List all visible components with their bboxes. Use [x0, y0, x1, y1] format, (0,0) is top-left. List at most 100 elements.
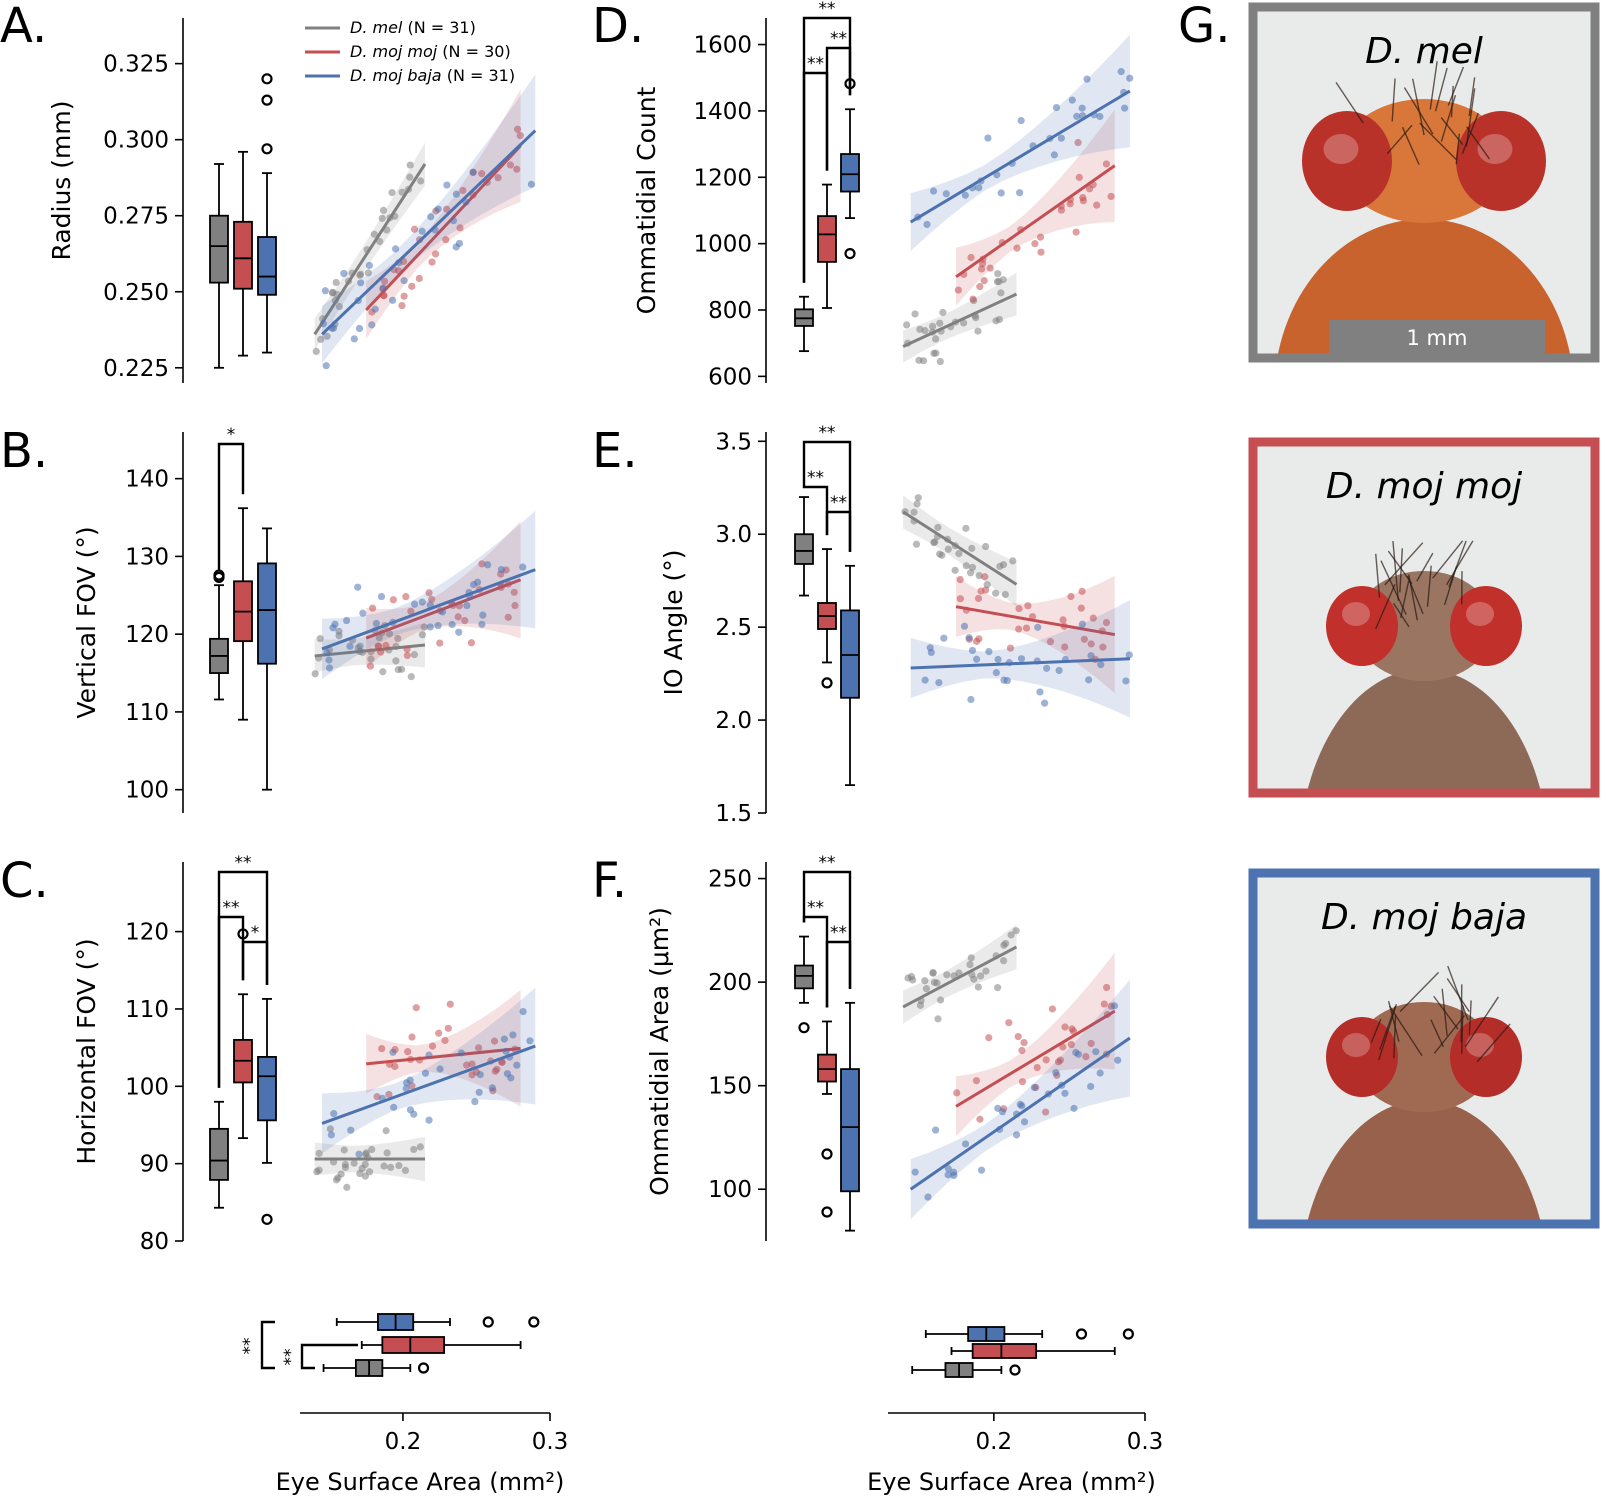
scatter-point-mel [340, 1146, 348, 1154]
box-mel [794, 533, 814, 565]
fly-eye-highlight [1466, 602, 1494, 626]
scatter-point-mojbaja [371, 305, 379, 313]
panel-letter: B. [0, 423, 48, 479]
scatter-point-mel [379, 668, 387, 676]
scatter-point-mojmoj [1048, 1005, 1057, 1013]
scatter-point-mel [999, 561, 1008, 569]
scatter-point-mojbaja [443, 181, 451, 189]
scatter-point-mel [312, 347, 320, 356]
scatter-point-mojmoj [382, 641, 390, 649]
scatter-point-mojbaja [330, 1110, 338, 1118]
scatter-point-mojbaja [389, 1048, 397, 1056]
scatter-point-mel [1009, 557, 1017, 565]
y-tick-label: 2.5 [715, 615, 752, 641]
scatter-point-mel [955, 550, 963, 558]
scatter-point-mojbaja [985, 648, 993, 656]
scatter-point-mojmoj [516, 132, 524, 140]
scatter-point-mojbaja [478, 620, 486, 628]
scatter-point-mojbaja [354, 583, 362, 591]
fly-bristle [1432, 540, 1464, 579]
scatter-point-mojmoj [428, 1042, 437, 1050]
scatter-point-mojbaja [503, 1070, 512, 1078]
scatter-point-mojbaja [473, 578, 482, 586]
confidence-band-mojbaja [910, 979, 1130, 1220]
scatter-point-mojbaja [984, 134, 992, 142]
scatter-point-mel [974, 983, 982, 991]
scatter-point-mojbaja [418, 598, 426, 606]
scatter-point-mojbaja [1074, 1050, 1082, 1058]
scatter-point-mel [936, 996, 945, 1004]
scatter-point-mojmoj [1031, 240, 1039, 248]
scatter-point-mel [382, 1127, 390, 1135]
scatter-point-mojbaja [425, 1051, 433, 1059]
scatter-point-mojbaja [1030, 1083, 1039, 1092]
scatter-point-mel [943, 971, 951, 979]
scatter-point-mojmoj [1066, 200, 1074, 208]
fly-bristle [1468, 1000, 1472, 1035]
scatter-point-mel [921, 977, 929, 985]
specimen-photo: D. moj baja [1248, 868, 1600, 1229]
scatter-point-mojmoj [478, 170, 486, 178]
y-tick-label: 100 [125, 1074, 169, 1100]
scatter-point-mojbaja [1050, 151, 1058, 159]
scatter-point-mel [966, 960, 974, 969]
specimen-photo: D. mel 1 mm [1248, 2, 1600, 363]
fly-bristle [1375, 553, 1381, 598]
fly-bristle [1335, 81, 1364, 124]
scatter-point-mojmoj [1072, 228, 1080, 236]
fly-bristle [1393, 1014, 1397, 1059]
scatter-point-mel [315, 1149, 323, 1157]
scatter-point-mojbaja [1052, 1069, 1060, 1077]
scatter-point-mel [418, 631, 427, 639]
scatter-point-mojmoj [967, 253, 975, 262]
box-mel [209, 214, 229, 284]
scatter-point-mojmoj [408, 1033, 416, 1041]
scatter-point-mojmoj [385, 1090, 393, 1099]
panel-b: B. 100 110 120 130 140 Vertical FOV (°) * [0, 423, 536, 813]
fly-bristle [1429, 61, 1438, 110]
scatter-point-mojbaja [1017, 655, 1026, 663]
scatter-point-mel [406, 173, 414, 181]
x-tick-label: 0.3 [532, 1429, 569, 1455]
scatter-point-mojmoj [398, 301, 406, 310]
confidence-band-mojmoj [366, 89, 521, 339]
scatter-point-mel [912, 540, 921, 548]
fly-bristle [1403, 87, 1434, 135]
fly-bristle [1375, 584, 1396, 630]
scatter-point-mel [406, 161, 414, 169]
fit-line-mojbaja [910, 657, 1130, 670]
eye-surface-area-panels: 0.2 0.3 Eye Surface Area (mm²) ** ** 0.2 0.3 Ey… [240, 1313, 1163, 1496]
scatter-point-mojmoj [474, 1044, 483, 1052]
scatter-point-mel [929, 968, 937, 977]
scatter-point-mojbaja [1003, 677, 1011, 685]
outlier-mel [1009, 1364, 1021, 1376]
scatter-point-mojbaja [973, 655, 981, 663]
scatter-point-mel [343, 1183, 351, 1191]
fit-line-mojmoj [955, 605, 1116, 637]
scatter-point-mel [401, 1166, 410, 1175]
legend-species: D. moj moj [350, 42, 438, 61]
scatter-point-mojmoj [461, 617, 469, 625]
scatter-point-mojmoj [462, 1061, 471, 1069]
scatter-point-mojbaja [469, 168, 477, 176]
fly-bristle [1460, 984, 1463, 1043]
significance-label: ** [281, 1349, 301, 1366]
scatter-point-mojmoj [1077, 604, 1085, 612]
fly-thorax [1307, 669, 1541, 789]
fly-bristle [1464, 996, 1499, 1048]
scatter-point-mojmoj [467, 639, 476, 647]
legend-label: D. mel (N = 31) [350, 18, 476, 37]
scatter-point-mojbaja [1073, 112, 1081, 120]
fly-thorax [1307, 1100, 1541, 1220]
legend-n: (N = 30) [437, 42, 510, 61]
scatter-point-mojmoj [980, 277, 988, 285]
fly-bristle [1419, 122, 1457, 161]
scatter-point-mojbaja [372, 619, 380, 628]
y-tick-label: 0.300 [103, 128, 169, 154]
box-mojbaja [840, 609, 860, 699]
scatter-point-mel [1001, 590, 1009, 599]
fly-bristle [1401, 126, 1420, 166]
scatter-point-mojmoj [1074, 138, 1082, 147]
scatter-point-mel [364, 269, 372, 277]
scatter-point-mojbaja [325, 664, 334, 672]
